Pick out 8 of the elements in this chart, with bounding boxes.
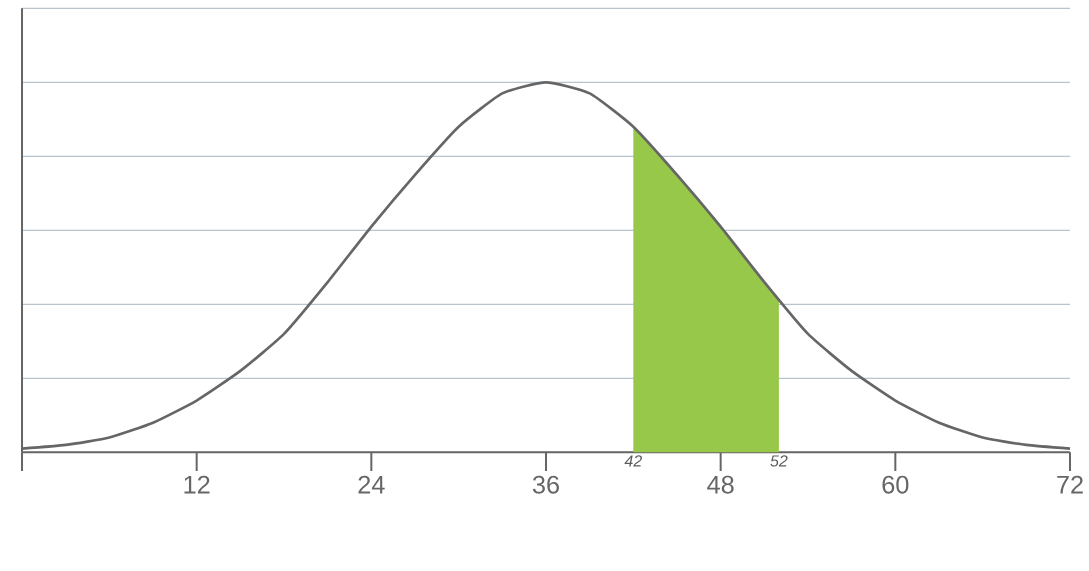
x-tick-label: 36	[532, 475, 559, 494]
x-tick-label: 24	[358, 475, 385, 494]
annotation: 52	[770, 455, 788, 467]
annotation: 42	[624, 455, 642, 467]
x-tick-label: 72	[1057, 475, 1083, 494]
x-tick-label: 48	[707, 475, 734, 494]
x-tick-label: 12	[184, 475, 210, 494]
x-tick-label: 60	[882, 475, 909, 494]
